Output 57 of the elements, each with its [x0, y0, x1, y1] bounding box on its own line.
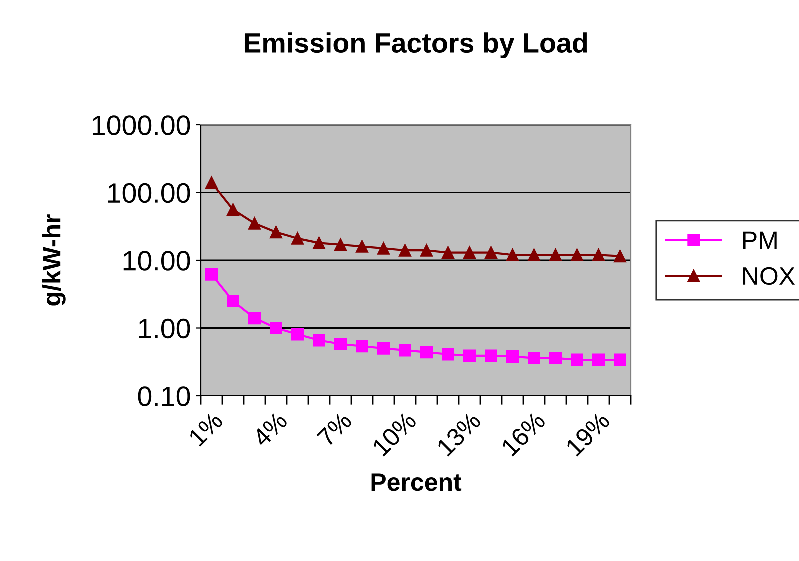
point	[464, 246, 476, 260]
x-tick-label: 7%	[316, 411, 354, 448]
x-tick-label: 10%	[372, 410, 418, 457]
point	[506, 248, 519, 262]
x-tick-label: 16%	[500, 410, 547, 457]
x-tick-label: 1%	[188, 411, 224, 448]
point	[334, 338, 347, 351]
legend-label: PM	[743, 232, 777, 250]
point	[313, 334, 326, 347]
x-axis-title: Percent	[372, 474, 462, 492]
point	[292, 232, 304, 245]
point	[313, 236, 326, 250]
point	[485, 350, 498, 362]
point	[420, 244, 433, 257]
point	[592, 354, 605, 366]
point	[356, 340, 368, 353]
point	[420, 346, 433, 359]
point	[248, 312, 261, 325]
point	[571, 354, 584, 366]
point	[506, 350, 519, 363]
point	[399, 244, 412, 257]
point	[614, 354, 626, 366]
point	[592, 248, 605, 262]
point	[206, 268, 218, 281]
point	[292, 328, 304, 341]
point	[227, 204, 240, 216]
legend-label: NOX	[743, 267, 796, 286]
point	[571, 248, 584, 262]
point	[550, 248, 562, 262]
point	[528, 248, 540, 262]
point	[399, 344, 412, 357]
y-tick-label: 1000.00	[92, 116, 190, 136]
point	[227, 295, 240, 308]
x-tick-label: 4%	[252, 411, 289, 448]
y-tick-label: 100.00	[108, 183, 190, 204]
point	[248, 217, 261, 230]
x-tick-label: 13%	[436, 410, 482, 457]
point	[485, 246, 498, 260]
point	[206, 176, 218, 190]
point	[334, 238, 347, 252]
y-tick-label: 1.00	[139, 318, 190, 339]
point	[442, 348, 454, 361]
point	[378, 242, 390, 255]
x-tick-label: 19%	[565, 410, 612, 457]
point	[270, 226, 282, 239]
chart-title: Emission Factors by Load	[244, 32, 588, 59]
point	[550, 352, 562, 365]
y-axis-title: g/kW-hr	[42, 214, 66, 306]
point	[442, 246, 454, 260]
point	[464, 350, 476, 362]
point	[528, 352, 540, 365]
point	[378, 342, 390, 355]
y-tick-label: 0.10	[138, 386, 190, 406]
point	[614, 250, 626, 263]
point	[270, 322, 282, 334]
point	[356, 240, 368, 253]
y-tick-label: 10.00	[124, 251, 190, 271]
